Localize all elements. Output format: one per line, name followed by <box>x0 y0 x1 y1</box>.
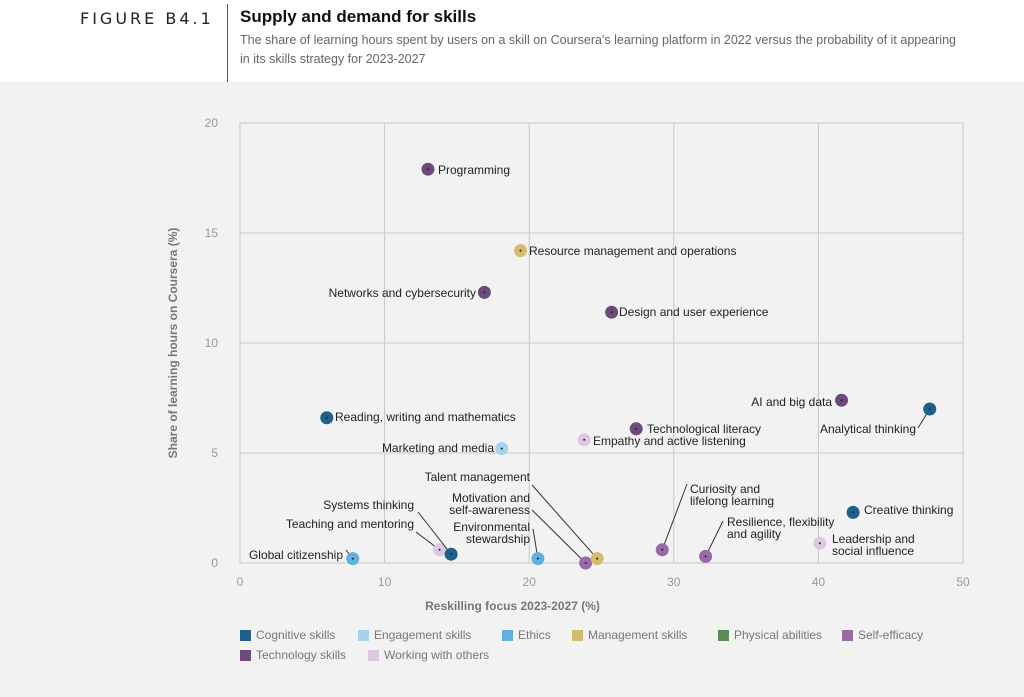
leader-line <box>417 511 452 555</box>
point-center-dot <box>852 511 855 514</box>
legend-item: Working with others <box>368 648 489 662</box>
legend-swatch <box>240 649 251 661</box>
point-label: stewardship <box>466 532 530 546</box>
legend-label: Cognitive skills <box>256 628 336 642</box>
point-label: Environmental <box>453 520 530 534</box>
point-center-dot <box>351 557 354 560</box>
legend-label: Management skills <box>588 628 688 642</box>
y-tick-label: 0 <box>211 556 218 570</box>
point-label: Systems thinking <box>323 498 414 512</box>
point-center-dot <box>596 557 599 560</box>
point-label: lifelong learning <box>690 494 774 508</box>
point-label: Resource management and operations <box>529 244 736 258</box>
point-label: Networks and cybersecurity <box>329 286 476 300</box>
legend-item: Self-efficacy <box>842 628 923 642</box>
point-label: Curiosity and <box>690 482 760 496</box>
point-center-dot <box>500 447 503 450</box>
point-label: Leadership and <box>832 532 915 546</box>
point-label: and agility <box>727 527 781 541</box>
point-label: Empathy and active listening <box>593 434 746 448</box>
point-label: AI and big data <box>751 395 832 409</box>
point-label: Motivation and <box>452 491 530 505</box>
chart-title: Supply and demand for skills <box>240 7 477 26</box>
x-tick-label: 10 <box>378 575 392 589</box>
point-center-dot <box>536 557 539 560</box>
point-center-dot <box>635 427 638 430</box>
legend-label: Engagement skills <box>374 628 472 642</box>
point-label: Global citizenship <box>249 548 343 562</box>
x-tick-label: 30 <box>667 575 681 589</box>
point-center-dot <box>519 249 522 252</box>
point-label: Teaching and mentoring <box>286 517 414 531</box>
legend-item: Engagement skills <box>358 628 471 642</box>
point-center-dot <box>438 548 441 551</box>
y-tick-label: 10 <box>205 336 219 350</box>
legend-swatch <box>240 629 251 641</box>
point-center-dot <box>928 408 931 410</box>
legend-label: Ethics <box>518 628 551 642</box>
point-label: Design and user experience <box>619 305 769 319</box>
y-tick-label: 5 <box>211 446 218 460</box>
legend-label: Physical abilities <box>734 628 823 642</box>
y-axis-label: Share of learning hours on Coursera (%) <box>166 228 180 459</box>
y-tick-label: 15 <box>205 226 219 240</box>
legend-swatch <box>572 629 583 641</box>
point-label: Creative thinking <box>864 503 953 517</box>
legend-item: Management skills <box>572 628 687 642</box>
x-axis-label: Reskilling focus 2023-2027 (%) <box>425 599 600 613</box>
header-divider <box>227 4 228 82</box>
legend-swatch <box>718 629 729 641</box>
legend-swatch <box>358 629 369 641</box>
point-label: Reading, writing and mathematics <box>335 410 516 424</box>
legend-label: Technology skills <box>256 648 347 662</box>
legend-item: Ethics <box>502 628 551 642</box>
scatter-chart: 0 10 20 30 40 50 0 5 10 15 20 Reskilling focus 2023… <box>166 116 970 613</box>
point-center-dot <box>584 562 587 564</box>
y-tick-label: 20 <box>205 116 219 130</box>
point-label: Technological literacy <box>647 422 761 436</box>
x-tick-label: 0 <box>237 575 244 589</box>
figure-header: FIGURE B4.1 Supply and demand for skills… <box>0 0 1024 82</box>
point-label: Resilience, flexibility <box>727 515 834 529</box>
point-label: Analytical thinking <box>820 422 916 436</box>
legend-swatch <box>502 629 513 641</box>
point-center-dot <box>426 168 429 171</box>
leader-line <box>661 483 688 550</box>
figure-label: FIGURE B4.1 <box>80 9 214 28</box>
point-center-dot <box>483 291 486 294</box>
point-label: Talent management <box>425 470 531 484</box>
legend-swatch <box>368 649 379 661</box>
legend-item: Physical abilities <box>718 628 822 642</box>
point-center-dot <box>450 553 453 556</box>
point-center-dot <box>840 399 843 402</box>
leader-line <box>531 509 586 564</box>
x-tick-label: 20 <box>523 575 537 589</box>
legend-swatch <box>842 629 853 641</box>
x-tick-label: 40 <box>812 575 826 589</box>
legend-label: Self-efficacy <box>858 628 924 642</box>
legend-item: Cognitive skills <box>240 628 335 642</box>
chart-subtitle: The share of learning hours spent by use… <box>240 33 956 66</box>
point-label: Programming <box>438 163 510 177</box>
x-tick-label: 50 <box>956 575 970 589</box>
point-label: self-awareness <box>449 503 530 517</box>
point-center-dot <box>583 438 586 441</box>
point-center-dot <box>818 542 821 545</box>
leader-line <box>531 484 598 559</box>
point-center-dot <box>325 416 328 419</box>
legend-label: Working with others <box>384 648 490 662</box>
leader-line <box>705 520 724 557</box>
point-label: social influence <box>832 544 914 558</box>
point-center-dot <box>704 555 707 558</box>
legend-item: Technology skills <box>240 648 346 662</box>
point-label: Marketing and media <box>382 441 494 455</box>
point-center-dot <box>661 548 664 551</box>
point-center-dot <box>610 311 613 314</box>
